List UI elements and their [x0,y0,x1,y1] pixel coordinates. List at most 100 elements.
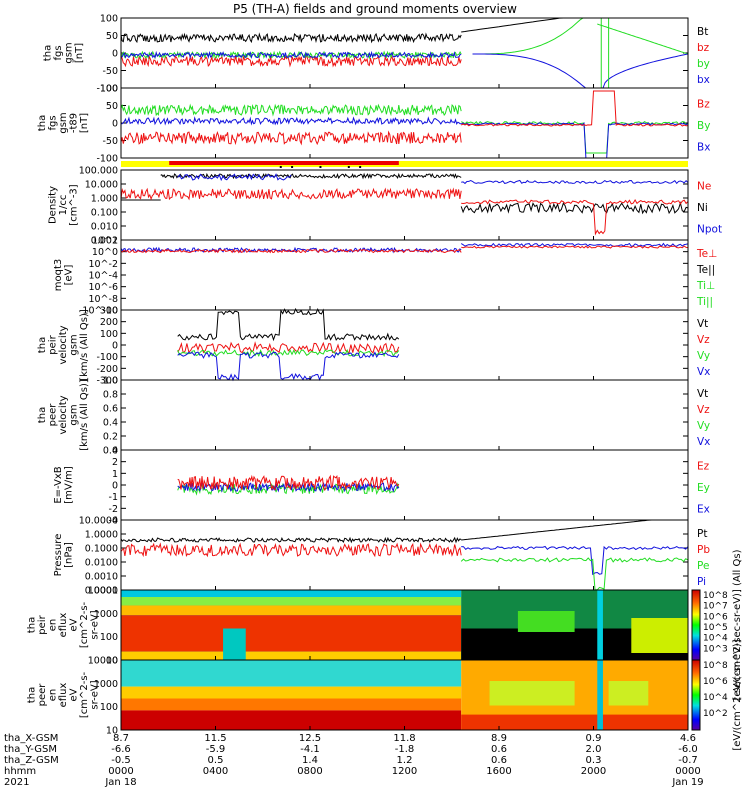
ephemeris-value: -4.1 [300,744,320,755]
y-axis-label-line: [km/s (All Qs)] [79,309,90,381]
colorbar-tick-label: 10^4 [703,634,728,644]
legend-entry: Ni [697,202,708,214]
spectrogram-cell [631,618,688,653]
y-axis-label-line: tha [27,687,38,703]
y-axis-label-line: [nT] [79,113,90,133]
y-axis-label: thapeirenefluxeV[cm^2-s-sr-eV] [27,601,101,648]
y-axis-label: moqt3[eV] [53,259,75,292]
y-tick-label: -300 [96,376,118,387]
y-axis-label-line: E=-VxB [53,466,64,503]
ephemeris-row-label: tha_Y-GSM [4,744,57,755]
y-tick-label: 0.0 [103,446,118,457]
y-tick-label: 0.0100 [85,558,118,569]
y-axis-label: Density1/cc[cm^-3] [48,184,80,225]
series-vx [177,351,400,382]
mode-bar-mark [359,166,362,168]
y-tick-label: -1 [109,492,118,503]
y-axis-label-line: 1/cc [58,195,69,216]
y-axis-label-line: [nT] [74,43,85,63]
panel-7-traces [177,474,400,496]
ephemeris-value: 12.5 [299,733,321,744]
panel-1: 100 50 0 -50 -100 thafgsgsm[nT] Bt bz by bx [42,14,710,95]
x-tick-label: 0800 [297,766,322,777]
y-axis-label: Pressure[nPa] [53,534,75,577]
ephemeris-value: 8.9 [491,733,507,744]
spectrogram-cell [597,660,603,730]
y-axis-label-line: peir [48,334,59,354]
series-by [120,103,462,117]
series-vt [177,307,400,342]
legend-entry: Vy [697,420,710,432]
y-tick-label: 100 [100,702,118,713]
y-axis-label-line: tha [37,115,48,131]
y-axis-label: E=-VxB[mV/m] [53,466,75,504]
ephemeris-value: -1.8 [395,744,415,755]
y-tick-label: 10 [106,656,118,667]
ephemeris-value: 11.8 [393,733,415,744]
legend-entry: Pt [697,528,707,540]
y-axis-label-line: gsm [69,404,80,425]
series-bz [120,130,462,146]
ephemeris-value: -6.6 [111,744,131,755]
colorbar-tick-label: 10^6 [703,677,728,687]
y-axis-label-line: tha [37,337,48,353]
y-axis-label-line: Density [48,186,59,224]
legend-entry: Pe [697,560,709,572]
y-tick-label: 0.2 [103,432,118,443]
y-tick-label: -2 [109,504,118,515]
legend-entry: Vz [697,404,710,416]
y-tick-label: 0.0001 [85,586,118,597]
y-tick-label: 10.000 [85,180,118,191]
panel-6: 1.0 0.8 0.6 0.4 0.2 0.0 thapeervelocitygsm[km/… [37,376,710,457]
figure-title: P5 (TH-A) fields and ground moments over… [233,2,517,16]
series-vy [177,348,400,358]
y-axis-label-line: peer [37,683,48,707]
y-tick-label: 0.0010 [85,572,118,583]
series-bx [602,53,689,89]
panel-9-spectrogram [121,590,688,660]
panel-4: 10^210^010^-210^-410^-610^-810^-10 moqt3[… [53,236,718,317]
y-tick-label: -4 [109,516,118,527]
y-tick-label: 0 [112,49,118,60]
series-bt [120,32,462,44]
y-axis-label-line: [nPa] [63,542,74,568]
colorbar-label: [eV/(cm^2-sec-sr-eV)] (All Qs) [732,549,743,700]
ephemeris-value: 0.6 [491,744,507,755]
y-tick-label: 200 [100,317,118,328]
legend-entry: Bz [697,99,710,111]
ephemeris-value: 0.5 [208,755,224,766]
y-axis-label-line: eV [69,688,80,701]
series-ti-perp [460,242,689,248]
series-pe [460,557,689,591]
ephemeris-value: -6.0 [678,744,698,755]
panel-frame [120,87,689,159]
series-npot [461,179,689,185]
series-npot [177,173,292,182]
y-tick-label: 50 [106,31,118,42]
y-tick-label: -50 [102,136,118,147]
legend-entry: By [697,120,710,132]
y-tick-label: 0.010 [91,222,118,233]
series-by [472,17,586,55]
ephemeris-value: 0.6 [491,755,507,766]
legend-entry: Bx [697,141,710,153]
y-tick-label: 0.4 [103,418,118,429]
series-te-perp [120,248,462,254]
series-by [597,23,689,55]
y-tick-label: 100 [100,84,118,95]
y-tick-label: -100 [96,154,118,165]
y-tick-label: 1000 [94,679,118,690]
y-axis-label-line: fgs [48,115,59,130]
colorbar-tick-label: 10^3 [703,644,728,654]
panel-1-traces [120,17,689,89]
colorbar: 10^8 10^6 10^4 10^2 [eV/(cm^2-sec-sr-eV)] [691,639,743,751]
ephemeris-row-label: tha_X-GSM [4,733,58,744]
spectrogram-cell [461,714,688,730]
y-tick-label: 10.0000 [79,516,118,527]
y-axis-label-line: [km/s (All Qs)] [79,379,90,451]
x-tick-label: 0400 [203,766,228,777]
legend-entry: Ex [697,503,710,515]
series-vz [177,341,400,354]
